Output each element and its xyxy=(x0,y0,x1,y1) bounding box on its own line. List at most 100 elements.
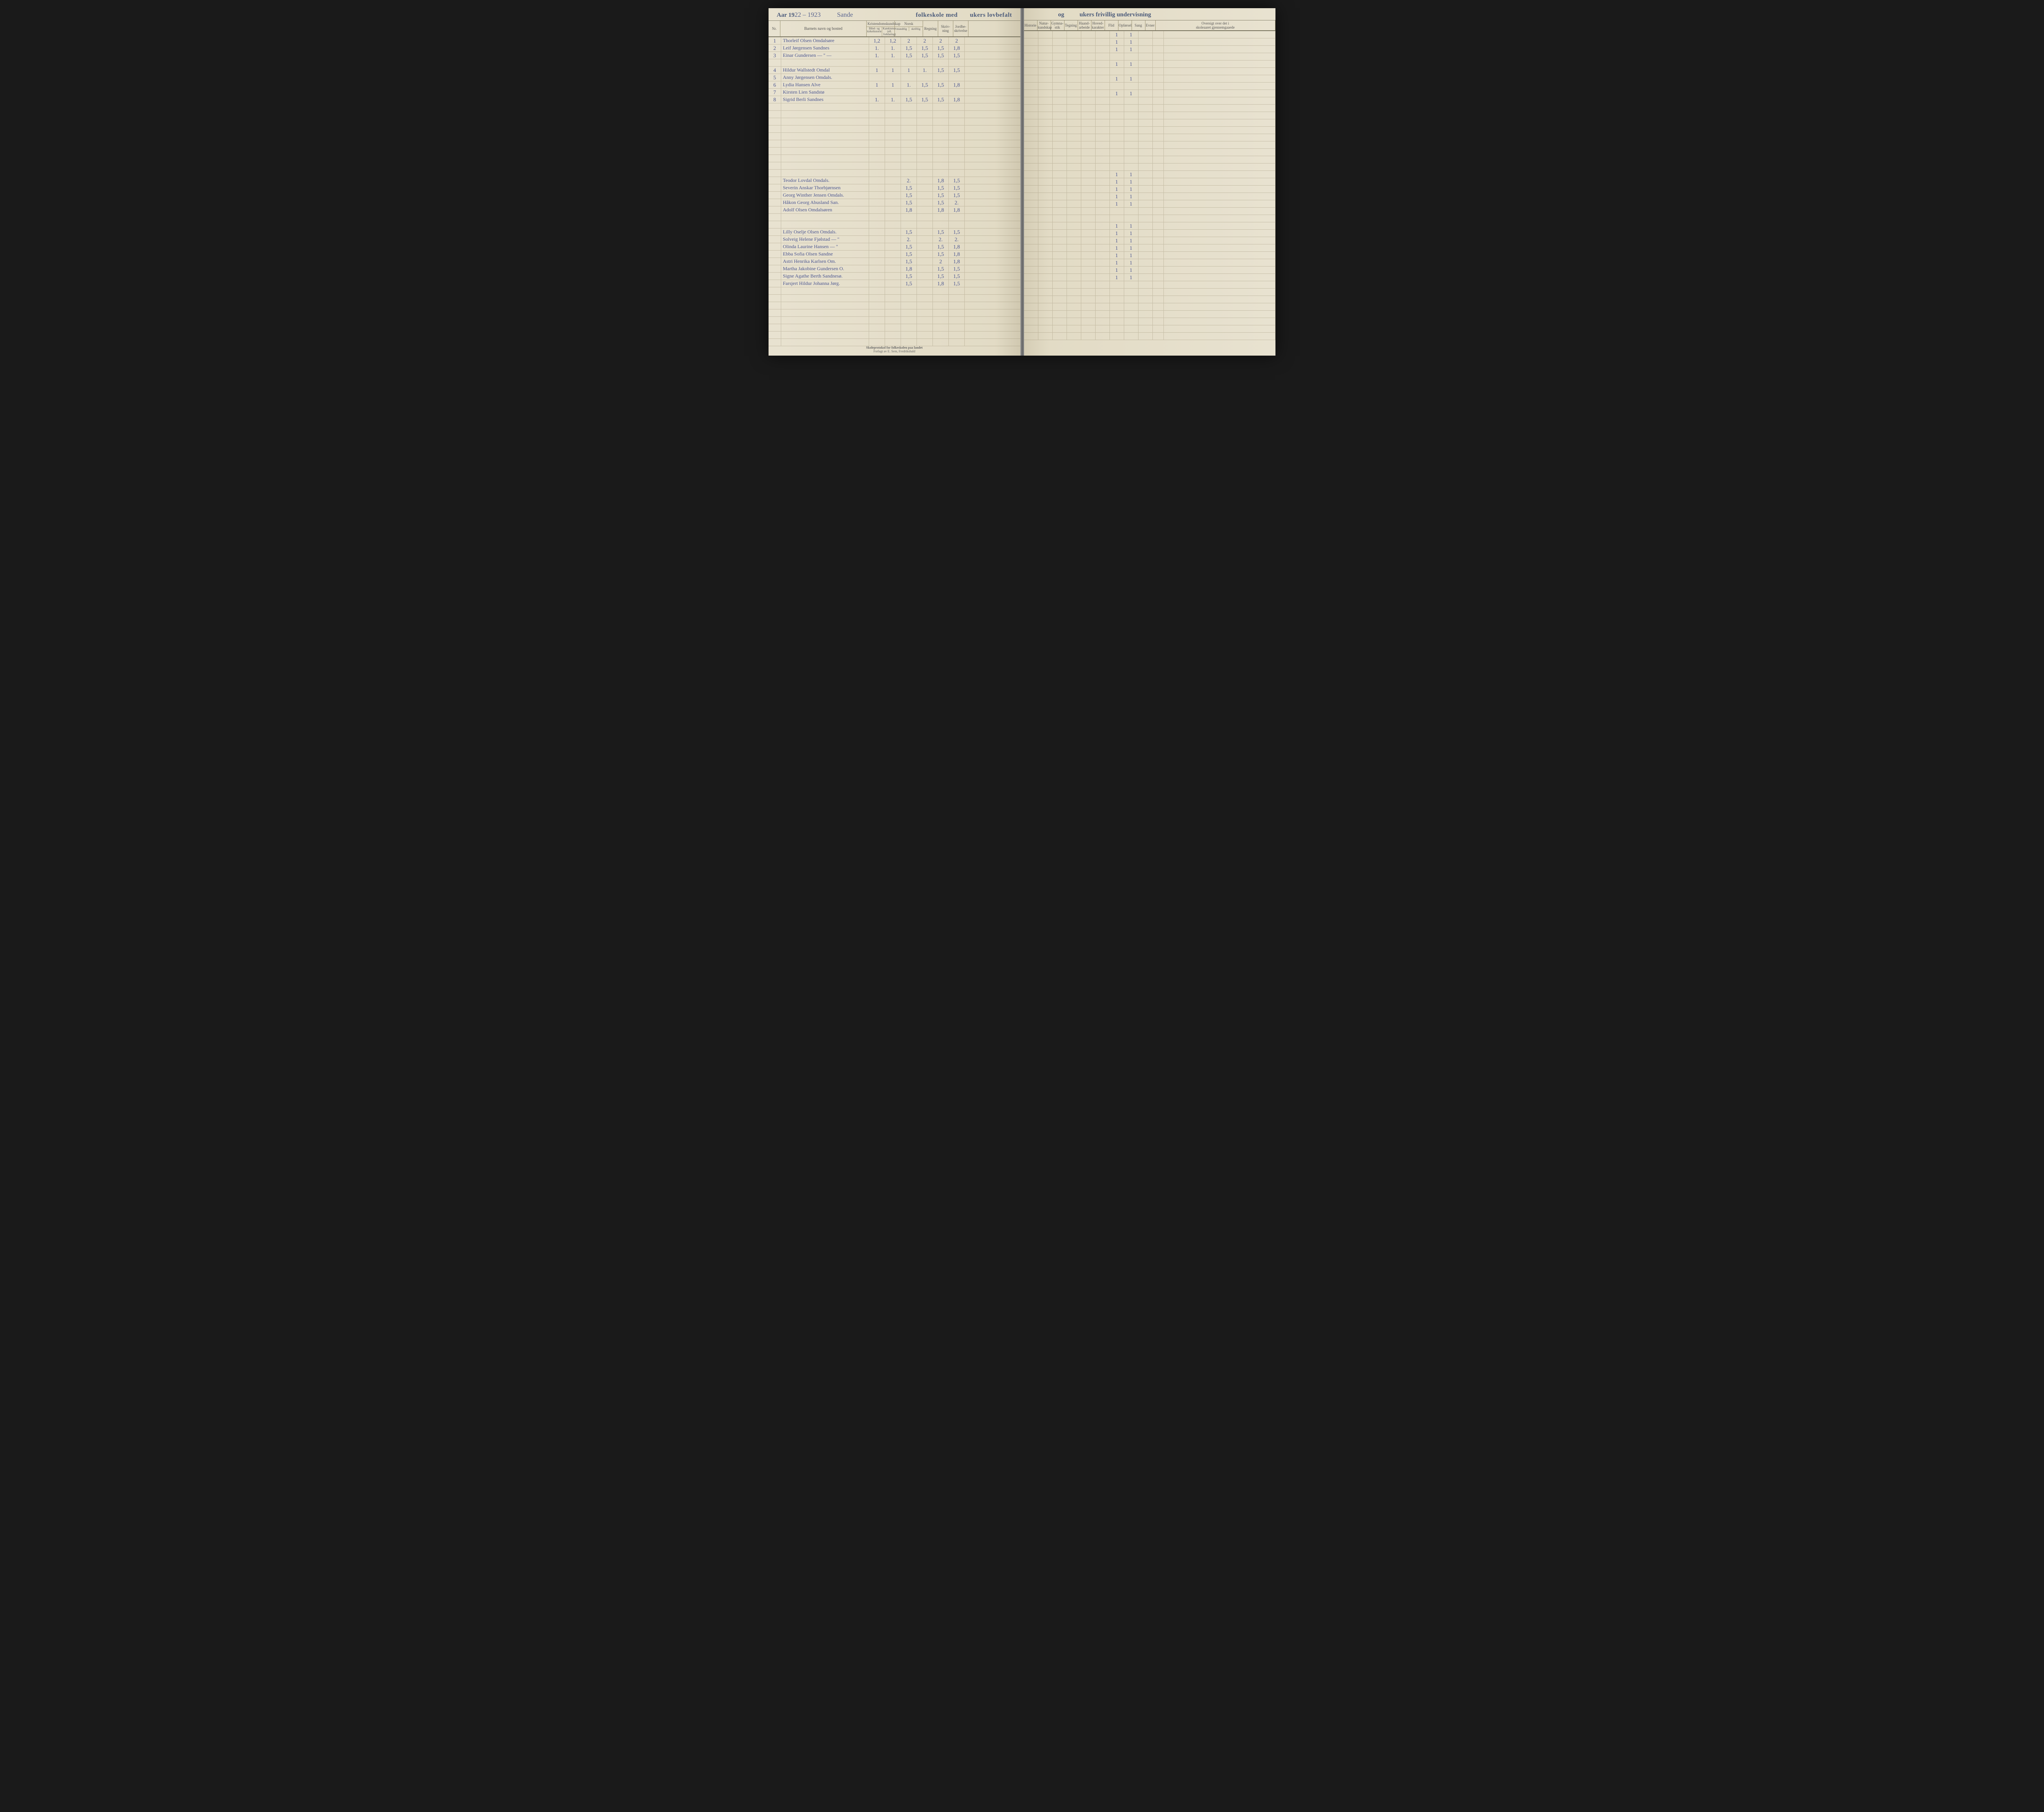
cell-empty xyxy=(1153,252,1164,259)
cell-grade xyxy=(949,317,965,324)
cell-grade xyxy=(1110,208,1124,215)
cell-grade xyxy=(917,206,933,213)
cell-empty xyxy=(1153,333,1164,340)
cell-grade xyxy=(949,133,965,140)
cell-grade xyxy=(917,228,933,235)
cell-name xyxy=(781,59,869,66)
cell-nr xyxy=(769,221,781,228)
cell-empty xyxy=(1024,267,1038,273)
cell-grade xyxy=(949,111,965,118)
cell-grade xyxy=(901,74,917,81)
cell-grade xyxy=(901,170,917,177)
cell-grade: 1,8 xyxy=(949,251,965,258)
cell-empty xyxy=(1024,252,1038,259)
cell-empty xyxy=(1096,215,1110,222)
cell-grade xyxy=(885,170,901,177)
table-row: 11 xyxy=(1024,230,1276,237)
cell-grade xyxy=(917,177,933,184)
cell-grade xyxy=(869,206,885,213)
cell-empty xyxy=(1139,164,1153,170)
col-kristendom-label: Kristendomskundskap xyxy=(867,21,894,27)
cell-grade xyxy=(1110,289,1124,296)
cell-nr xyxy=(769,339,781,346)
cell-empty xyxy=(1081,222,1096,229)
cell-grade: 2 xyxy=(917,37,933,44)
cell-empty xyxy=(1153,46,1164,53)
cell-grade xyxy=(885,228,901,235)
cell-nr xyxy=(769,324,781,331)
cell-grade: 1,5 xyxy=(933,251,949,258)
cell-grade: 1,5 xyxy=(933,52,949,59)
cell-name: Martha Jakobine Gundersen O. xyxy=(781,265,869,272)
cell-grade xyxy=(949,155,965,162)
cell-grade xyxy=(1124,149,1139,156)
cell-grade xyxy=(917,221,933,228)
cell-empty xyxy=(1038,119,1053,126)
cell-nr xyxy=(769,258,781,265)
cell-name: Lydia Hansen Alve xyxy=(781,81,869,88)
cell-empty xyxy=(1038,311,1053,318)
cell-empty xyxy=(1139,31,1153,38)
cell-empty xyxy=(1053,46,1067,53)
grid-body-right: 11111111111111111111111111111111111111 xyxy=(1024,31,1276,340)
table-row xyxy=(769,125,1020,133)
cell-oversigt xyxy=(1164,311,1276,318)
cell-grade xyxy=(869,74,885,81)
table-row: 2Leif Jørgensen Sandnes1.1.1,51,51,51,8 xyxy=(769,45,1020,52)
table-row xyxy=(1024,112,1276,119)
cell-empty xyxy=(1153,281,1164,288)
cell-grade xyxy=(949,118,965,125)
cell-empty xyxy=(1153,31,1164,38)
cell-grade: 1 xyxy=(869,81,885,88)
cell-name xyxy=(781,148,869,155)
cell-empty xyxy=(1038,259,1053,266)
cell-empty xyxy=(1081,259,1096,266)
cell-grade: 1 xyxy=(885,67,901,74)
table-row: Lilly Oselje Olsen Omdals.1,51,51,5 xyxy=(769,228,1020,236)
cell-grade: 1,5 xyxy=(917,52,933,59)
school-handwritten: Sande xyxy=(837,11,853,19)
cell-empty xyxy=(1153,222,1164,229)
cell-empty xyxy=(1096,149,1110,156)
cell-grade xyxy=(869,59,885,66)
cell-empty xyxy=(1053,237,1067,244)
cell-grade xyxy=(949,309,965,316)
table-row xyxy=(769,103,1020,111)
cell-empty xyxy=(1081,333,1096,340)
table-row xyxy=(1024,333,1276,340)
table-row xyxy=(769,339,1020,346)
cell-empty xyxy=(1053,156,1067,163)
table-row: 11 xyxy=(1024,252,1276,259)
cell-empty xyxy=(1024,75,1038,82)
cell-empty xyxy=(1038,149,1053,156)
cell-empty xyxy=(1053,215,1067,222)
cell-grade: 1. xyxy=(917,67,933,74)
cell-grade: 1 xyxy=(1110,259,1124,266)
cell-grade xyxy=(917,258,933,265)
cell-empty xyxy=(1053,259,1067,266)
cell-grade xyxy=(917,133,933,140)
cell-grade xyxy=(933,295,949,302)
cell-empty xyxy=(1024,318,1038,325)
cell-empty xyxy=(1139,60,1153,67)
cell-empty xyxy=(1096,222,1110,229)
cell-grade: 1,5 xyxy=(933,273,949,280)
cell-empty xyxy=(1139,311,1153,318)
cell-empty xyxy=(1024,141,1038,148)
cell-empty xyxy=(1053,230,1067,237)
cell-grade: 1,5 xyxy=(901,52,917,59)
cell-grade xyxy=(885,111,901,118)
table-row xyxy=(1024,83,1276,90)
table-row: 11 xyxy=(1024,259,1276,267)
cell-empty xyxy=(1053,171,1067,178)
cell-oversigt xyxy=(1164,333,1276,340)
cell-grade: 1. xyxy=(885,52,901,59)
table-row xyxy=(769,295,1020,302)
cell-empty xyxy=(1139,303,1153,310)
cell-grade xyxy=(933,309,949,316)
cell-empty xyxy=(1067,200,1081,207)
cell-empty xyxy=(1067,222,1081,229)
cell-grade xyxy=(869,184,885,191)
cell-oversigt xyxy=(1164,289,1276,296)
col-haandarbeide: Haand- arbeide xyxy=(1078,20,1091,30)
